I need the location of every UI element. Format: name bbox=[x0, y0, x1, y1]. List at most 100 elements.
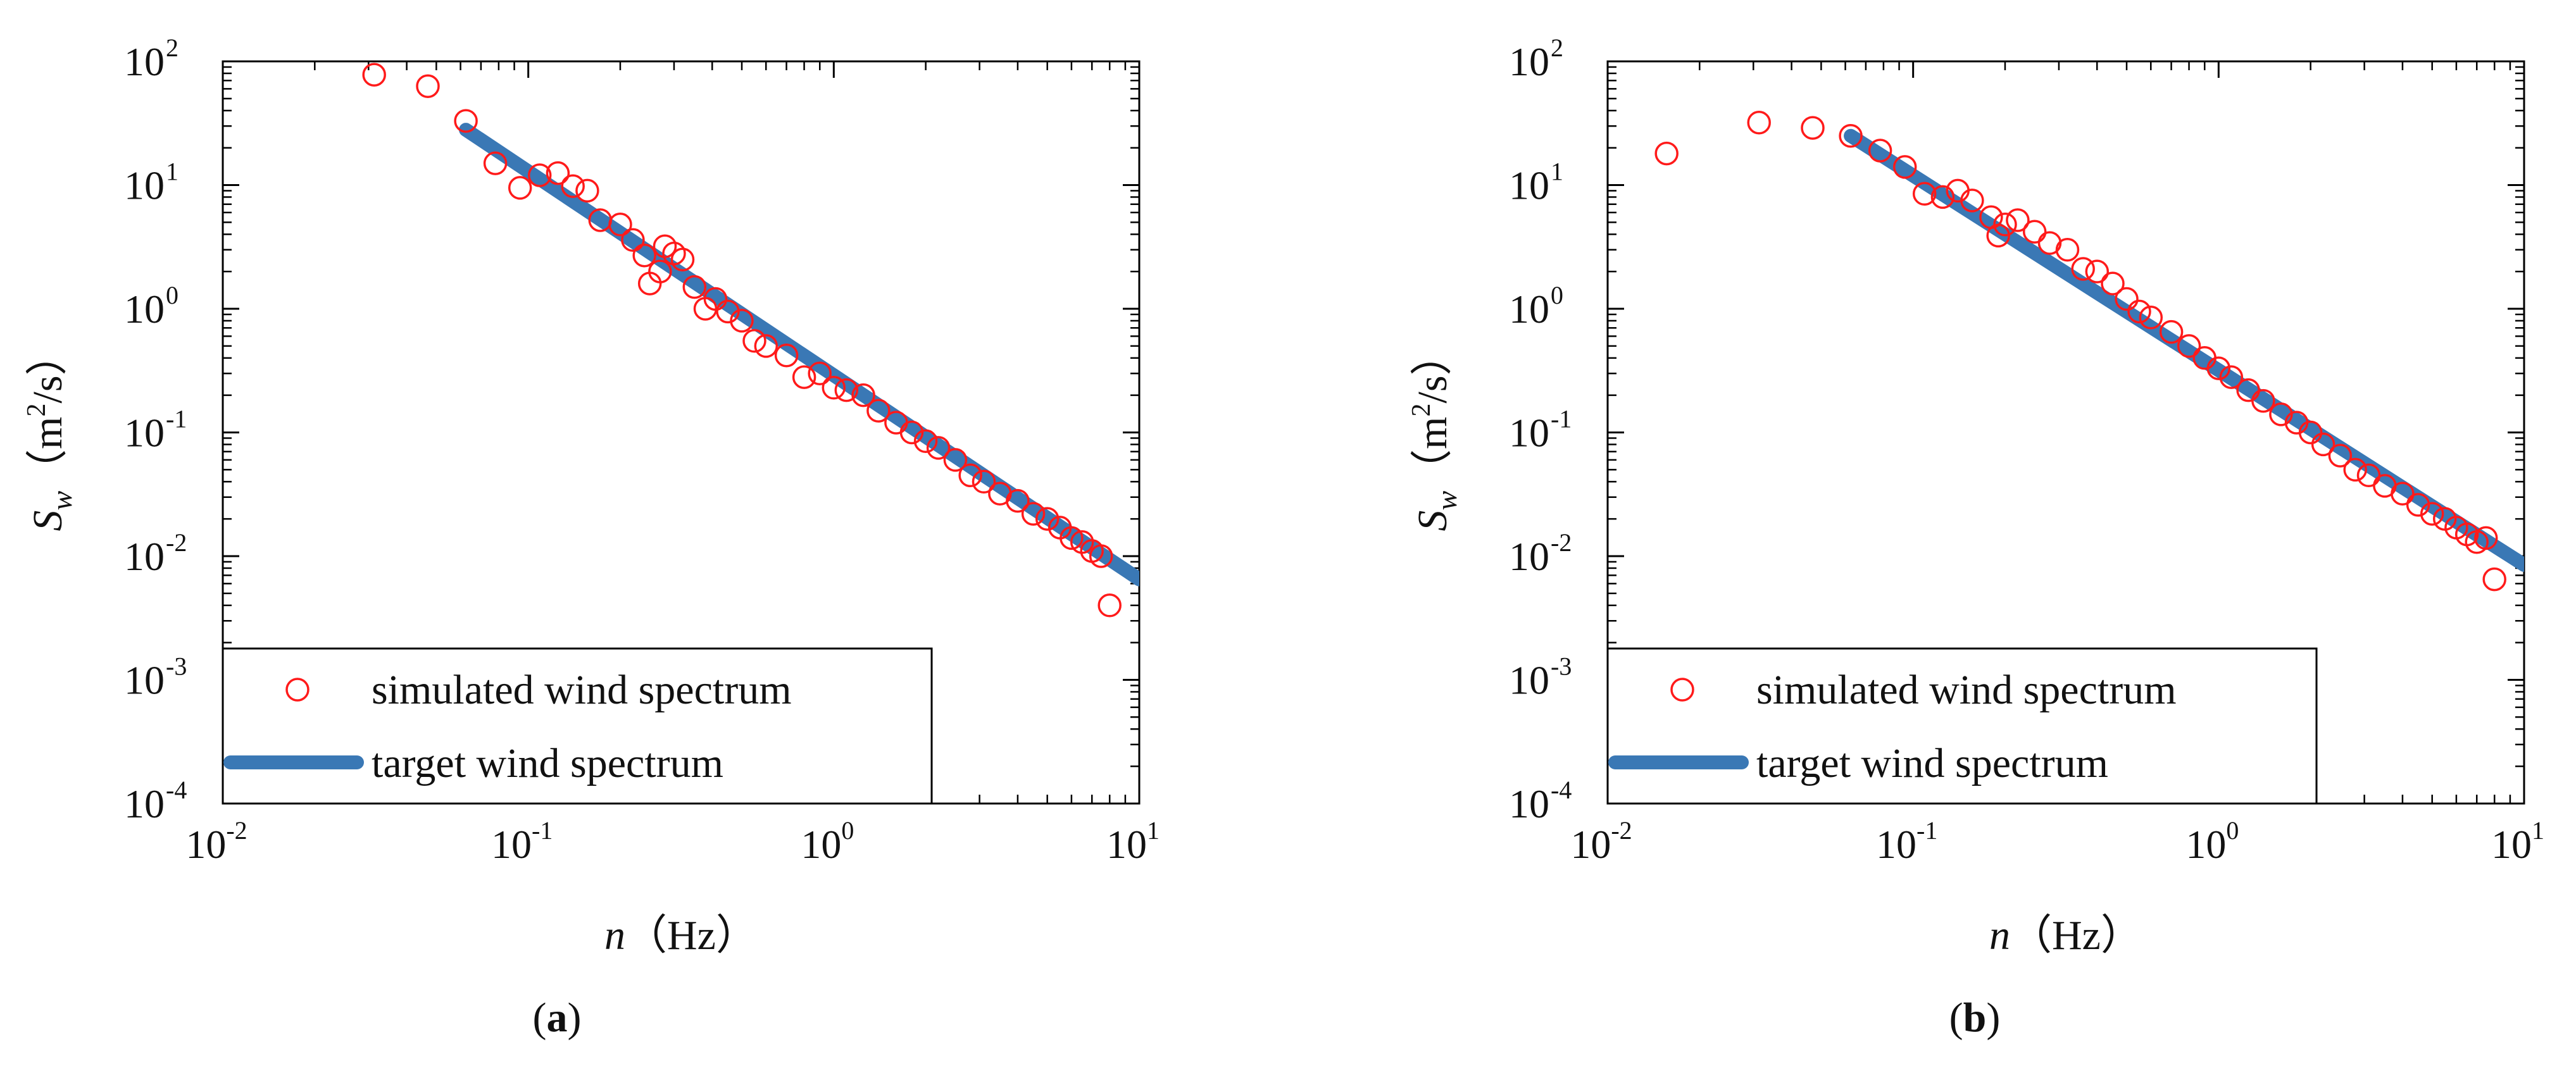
simulated-point bbox=[1912, 182, 1937, 206]
x-axis-label: n（Hz） bbox=[604, 912, 758, 959]
simulated-point bbox=[2071, 257, 2095, 281]
legend-marker-simulated bbox=[285, 678, 309, 702]
simulated-point bbox=[2115, 287, 2139, 311]
simulated-point bbox=[2127, 299, 2151, 324]
x-tick-label: 101 bbox=[1106, 816, 1160, 867]
y-tick-exponent: -4 bbox=[1551, 776, 1572, 804]
simulated-point bbox=[943, 448, 968, 472]
simulated-point bbox=[670, 247, 695, 271]
simulated-point bbox=[926, 436, 951, 460]
simulated-point bbox=[899, 420, 924, 445]
simulated-point bbox=[866, 399, 891, 423]
y-tick-label: 10 bbox=[1509, 39, 1549, 84]
simulated-point bbox=[2006, 208, 2030, 232]
simulated-point bbox=[2391, 481, 2415, 506]
simulated-point bbox=[2420, 502, 2444, 526]
simulated-point bbox=[1097, 593, 1122, 618]
simulated-point bbox=[1654, 141, 1679, 166]
y-tick-label: 10 bbox=[1509, 534, 1549, 579]
y-tick-exponent: -1 bbox=[1551, 405, 1572, 433]
simulated-point bbox=[2269, 402, 2293, 426]
simulated-point bbox=[1892, 155, 1917, 179]
simulated-point bbox=[546, 161, 570, 185]
simulated-point bbox=[2219, 365, 2244, 389]
legend-box bbox=[222, 647, 933, 805]
legend: simulated wind spectrum target wind spect… bbox=[1606, 647, 2318, 805]
y-tick-exponent: 0 bbox=[1551, 281, 1563, 309]
y-tick-label: 10 bbox=[1509, 287, 1549, 332]
legend: simulated wind spectrum target wind spect… bbox=[222, 647, 933, 805]
simulated-point bbox=[1930, 185, 1955, 209]
simulated-point bbox=[1747, 110, 1771, 135]
y-axis-label: Sw（m2/s） bbox=[1407, 333, 1463, 531]
simulated-point bbox=[561, 174, 585, 198]
simulated-point bbox=[2251, 388, 2275, 413]
simulated-point bbox=[483, 151, 508, 175]
y-tick-exponent: -4 bbox=[166, 776, 187, 804]
y-tick-label: 10 bbox=[1509, 411, 1549, 456]
simulated-point bbox=[834, 378, 859, 402]
x-tick-label: 10-2 bbox=[1570, 816, 1632, 867]
y-tick-exponent: -3 bbox=[166, 652, 187, 681]
simulated-point bbox=[2473, 526, 2498, 550]
x-tick-label: 10-2 bbox=[185, 816, 247, 867]
y-tick-exponent: 2 bbox=[166, 34, 178, 62]
y-tick-exponent: -2 bbox=[1551, 528, 1572, 557]
y-tick-label: 10 bbox=[124, 287, 165, 332]
simulated-point bbox=[792, 365, 816, 389]
simulated-point bbox=[1960, 189, 1984, 213]
simulated-point bbox=[575, 178, 599, 203]
simulated-point bbox=[1089, 544, 1113, 568]
simulated-point bbox=[416, 74, 440, 98]
simulated-point bbox=[1839, 123, 1863, 148]
simulated-point bbox=[648, 259, 672, 283]
x-tick-label: 10-1 bbox=[1876, 816, 1937, 867]
simulated-point bbox=[774, 343, 799, 368]
y-tick-label: 10 bbox=[124, 39, 165, 84]
y-tick-exponent: 2 bbox=[1551, 34, 1563, 62]
simulated-point bbox=[2482, 567, 2506, 592]
y-tick-label: 10 bbox=[1509, 163, 1549, 208]
simulated-point bbox=[632, 243, 656, 268]
x-axis-label: n（Hz） bbox=[1989, 912, 2142, 959]
y-tick-exponent: -1 bbox=[166, 405, 187, 433]
y-tick-label: 10 bbox=[124, 411, 165, 456]
simulated-point bbox=[851, 383, 875, 407]
x-tick-label: 100 bbox=[2185, 816, 2239, 867]
simulated-point bbox=[2311, 432, 2335, 457]
simulated-point bbox=[1021, 502, 1046, 526]
legend-label-target: target wind spectrum bbox=[372, 740, 723, 786]
simulated-point bbox=[2328, 444, 2353, 468]
legend-box bbox=[1606, 647, 2318, 805]
simulated-point bbox=[2298, 420, 2323, 445]
simulated-point bbox=[362, 63, 386, 87]
y-tick-label: 10 bbox=[124, 781, 165, 826]
simulated-point bbox=[2139, 306, 2163, 330]
simulated-point bbox=[1060, 526, 1084, 550]
y-tick-label: 10 bbox=[1509, 658, 1549, 703]
simulated-point bbox=[1006, 488, 1030, 513]
y-axis-label: Sw（m2/s） bbox=[22, 333, 78, 531]
simulated-point bbox=[2101, 271, 2125, 295]
simulated-point bbox=[527, 163, 552, 187]
data-layer bbox=[1654, 110, 2524, 592]
simulated-point bbox=[508, 176, 532, 200]
simulated-point bbox=[972, 469, 996, 494]
simulated-point bbox=[2159, 320, 2184, 344]
simulated-point bbox=[454, 109, 478, 133]
simulated-point bbox=[2022, 220, 2047, 244]
simulated-point bbox=[608, 213, 632, 237]
simulated-point bbox=[742, 329, 766, 353]
simulated-point bbox=[2206, 356, 2231, 380]
legend-label-simulated: simulated wind spectrum bbox=[1756, 667, 2177, 713]
y-tick-label: 10 bbox=[124, 534, 165, 579]
legend-marker-simulated bbox=[1670, 678, 1694, 702]
simulated-point bbox=[1868, 139, 1892, 163]
simulated-point bbox=[1993, 213, 2017, 237]
simulated-point bbox=[2085, 259, 2110, 283]
simulated-point bbox=[1035, 507, 1060, 531]
x-tick-label: 101 bbox=[2491, 816, 2544, 867]
y-tick-exponent: 0 bbox=[166, 281, 178, 309]
